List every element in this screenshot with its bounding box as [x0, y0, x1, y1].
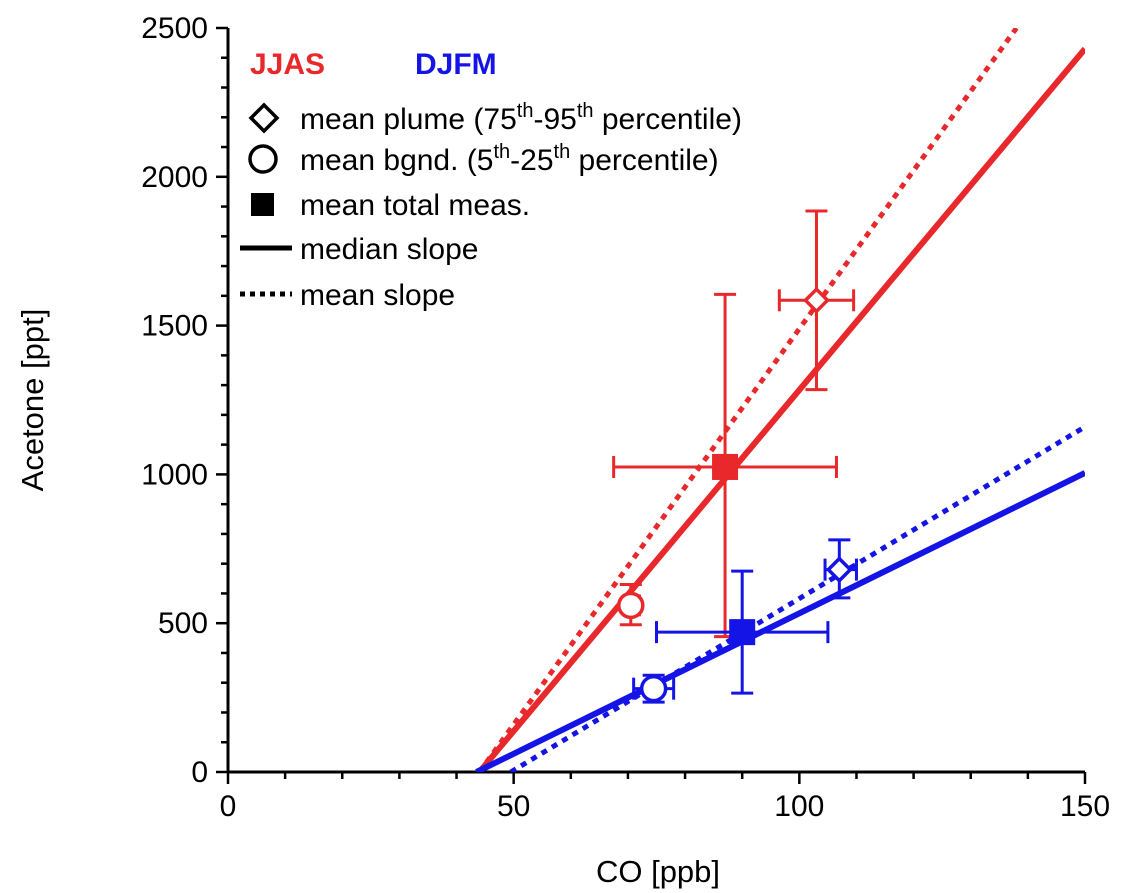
- x-tick-label: 50: [497, 790, 530, 823]
- legend-median-label: median slope: [300, 233, 478, 266]
- legend-square-marker: [251, 193, 274, 216]
- legend-season-djfm: DJFM: [415, 48, 497, 81]
- total-point-djfm: [729, 619, 756, 646]
- legend-bgnd-label: mean bgnd. (5th-25th percentile): [300, 141, 719, 177]
- y-tick-label: 500: [158, 607, 208, 640]
- median-slope-line-jjas: [477, 46, 1085, 772]
- legend-plume-label: mean plume (75th-95th percentile): [300, 100, 742, 136]
- y-tick-label: 0: [191, 756, 208, 789]
- x-tick-label: 0: [220, 790, 237, 823]
- y-axis-title: Acetone [ppt]: [15, 309, 50, 492]
- median-slope-line-djfm: [475, 470, 1085, 772]
- y-tick-label: 2000: [141, 161, 208, 194]
- slope-lines: [475, 28, 1085, 772]
- x-tick-label: 100: [774, 790, 824, 823]
- x-tick-label: 150: [1060, 790, 1110, 823]
- x-axis-title: CO [ppb]: [596, 854, 720, 889]
- legend-circle-marker: [248, 144, 278, 174]
- y-tick-label: 2500: [141, 12, 208, 45]
- background-point-jjas: [617, 591, 645, 620]
- plume-point-jjas: [802, 286, 830, 314]
- mean-slope-line-djfm: [509, 424, 1085, 772]
- legend-total-label: mean total meas.: [300, 189, 530, 222]
- background-point-djfm: [639, 674, 668, 703]
- total-point-jjas: [712, 453, 739, 480]
- y-tick-label: 1000: [141, 458, 208, 491]
- y-tick-label: 1500: [141, 310, 208, 343]
- plume-point-djfm: [825, 556, 853, 584]
- legend-mean-label: mean slope: [300, 279, 455, 312]
- mean-slope-line-jjas: [477, 28, 1019, 772]
- legend-season-jjas: JJAS: [250, 48, 325, 81]
- legend-diamond-marker: [248, 102, 280, 134]
- legend: mean plume (75th-95th percentile) mean b…: [240, 100, 742, 312]
